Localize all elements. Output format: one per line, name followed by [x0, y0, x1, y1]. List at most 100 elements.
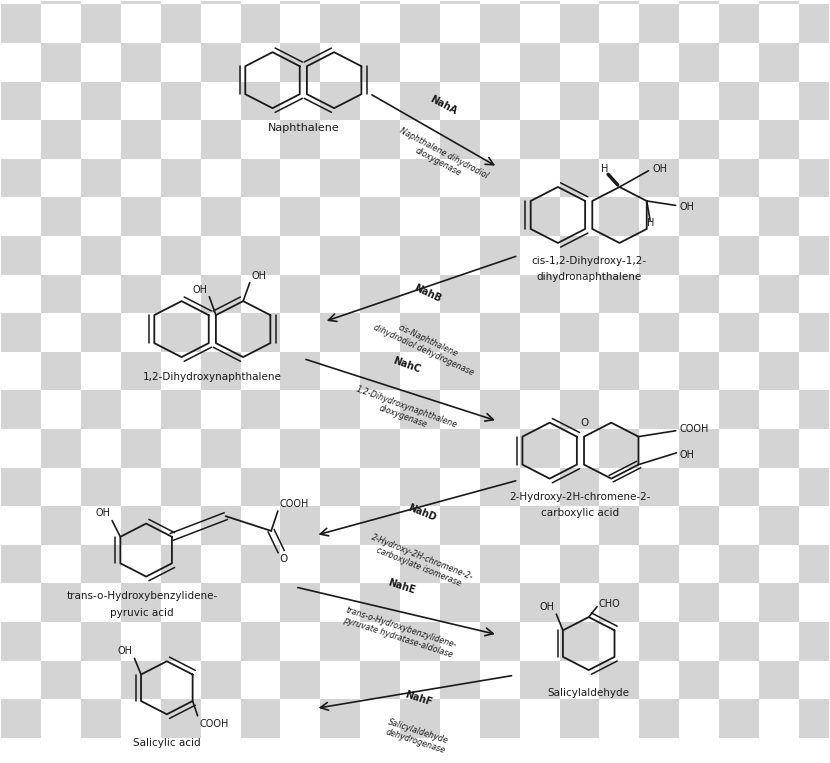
Bar	[559, 545, 599, 584]
Bar	[559, 275, 599, 313]
Bar	[480, 43, 520, 82]
Bar	[81, 275, 121, 313]
Bar	[241, 622, 281, 661]
Bar	[42, 198, 81, 236]
Bar	[679, 275, 719, 313]
Bar	[42, 313, 81, 352]
Bar	[440, 313, 480, 352]
Text: COOH: COOH	[280, 499, 309, 509]
Bar	[320, 0, 360, 5]
Bar	[639, 236, 679, 275]
Bar	[81, 198, 121, 236]
Bar	[241, 43, 281, 82]
Bar	[520, 5, 559, 43]
Bar	[241, 391, 281, 429]
Text: OH: OH	[251, 271, 266, 281]
Bar	[759, 622, 798, 661]
Bar	[121, 468, 161, 506]
Bar	[360, 352, 400, 391]
Bar	[360, 545, 400, 584]
Bar	[798, 699, 830, 738]
Bar	[121, 352, 161, 391]
Bar	[679, 468, 719, 506]
Bar	[161, 43, 201, 82]
Bar	[559, 236, 599, 275]
Bar	[400, 622, 440, 661]
Bar	[2, 82, 42, 120]
Bar	[599, 699, 639, 738]
Bar	[599, 622, 639, 661]
Bar	[281, 699, 320, 738]
Bar	[320, 622, 360, 661]
Text: H: H	[601, 163, 608, 173]
Bar	[639, 82, 679, 120]
Bar	[161, 198, 201, 236]
Bar	[281, 0, 320, 5]
Bar	[798, 43, 830, 82]
Bar	[599, 429, 639, 468]
Bar	[480, 5, 520, 43]
Bar	[559, 198, 599, 236]
Bar	[42, 429, 81, 468]
Bar	[320, 468, 360, 506]
Bar	[2, 622, 42, 661]
Bar	[360, 506, 400, 545]
Bar	[281, 5, 320, 43]
Bar	[161, 699, 201, 738]
Text: NahA: NahA	[428, 94, 459, 117]
Bar	[320, 275, 360, 313]
Bar	[121, 5, 161, 43]
Text: NahF: NahF	[403, 690, 433, 708]
Bar	[759, 275, 798, 313]
Text: dihydronaphthalene: dihydronaphthalene	[536, 272, 642, 282]
Bar	[480, 159, 520, 198]
Bar	[201, 198, 241, 236]
Bar	[400, 699, 440, 738]
Bar	[480, 622, 520, 661]
Bar	[679, 159, 719, 198]
Bar	[241, 236, 281, 275]
Bar	[161, 159, 201, 198]
Text: cis-Naphthalene
dihydrodiol dehydrogenase: cis-Naphthalene dihydrodiol dehydrogenas…	[372, 304, 484, 377]
Bar	[42, 159, 81, 198]
Bar	[798, 236, 830, 275]
Bar	[480, 313, 520, 352]
Bar	[719, 584, 759, 622]
Bar	[42, 5, 81, 43]
Bar	[241, 198, 281, 236]
Bar	[201, 699, 241, 738]
Bar	[320, 429, 360, 468]
Bar	[759, 661, 798, 699]
Bar	[520, 699, 559, 738]
Text: Naphthalene: Naphthalene	[267, 123, 339, 133]
Bar	[42, 699, 81, 738]
Bar	[679, 82, 719, 120]
Bar	[480, 352, 520, 391]
Bar	[559, 391, 599, 429]
Bar	[161, 661, 201, 699]
Bar	[798, 545, 830, 584]
Bar	[798, 120, 830, 159]
Bar	[201, 584, 241, 622]
Bar	[81, 82, 121, 120]
Bar	[520, 82, 559, 120]
Bar	[639, 699, 679, 738]
Bar	[639, 661, 679, 699]
Bar	[360, 468, 400, 506]
Bar	[400, 506, 440, 545]
Bar	[201, 43, 241, 82]
Bar	[81, 236, 121, 275]
Bar	[639, 0, 679, 5]
Bar	[2, 275, 42, 313]
Text: OH: OH	[652, 163, 667, 173]
Bar	[559, 0, 599, 5]
Bar	[759, 159, 798, 198]
Text: OH: OH	[193, 285, 208, 295]
Bar	[798, 82, 830, 120]
Text: NahB: NahB	[413, 282, 443, 304]
Bar	[2, 506, 42, 545]
Bar	[281, 198, 320, 236]
Bar	[320, 661, 360, 699]
Bar	[559, 699, 599, 738]
Bar	[42, 391, 81, 429]
